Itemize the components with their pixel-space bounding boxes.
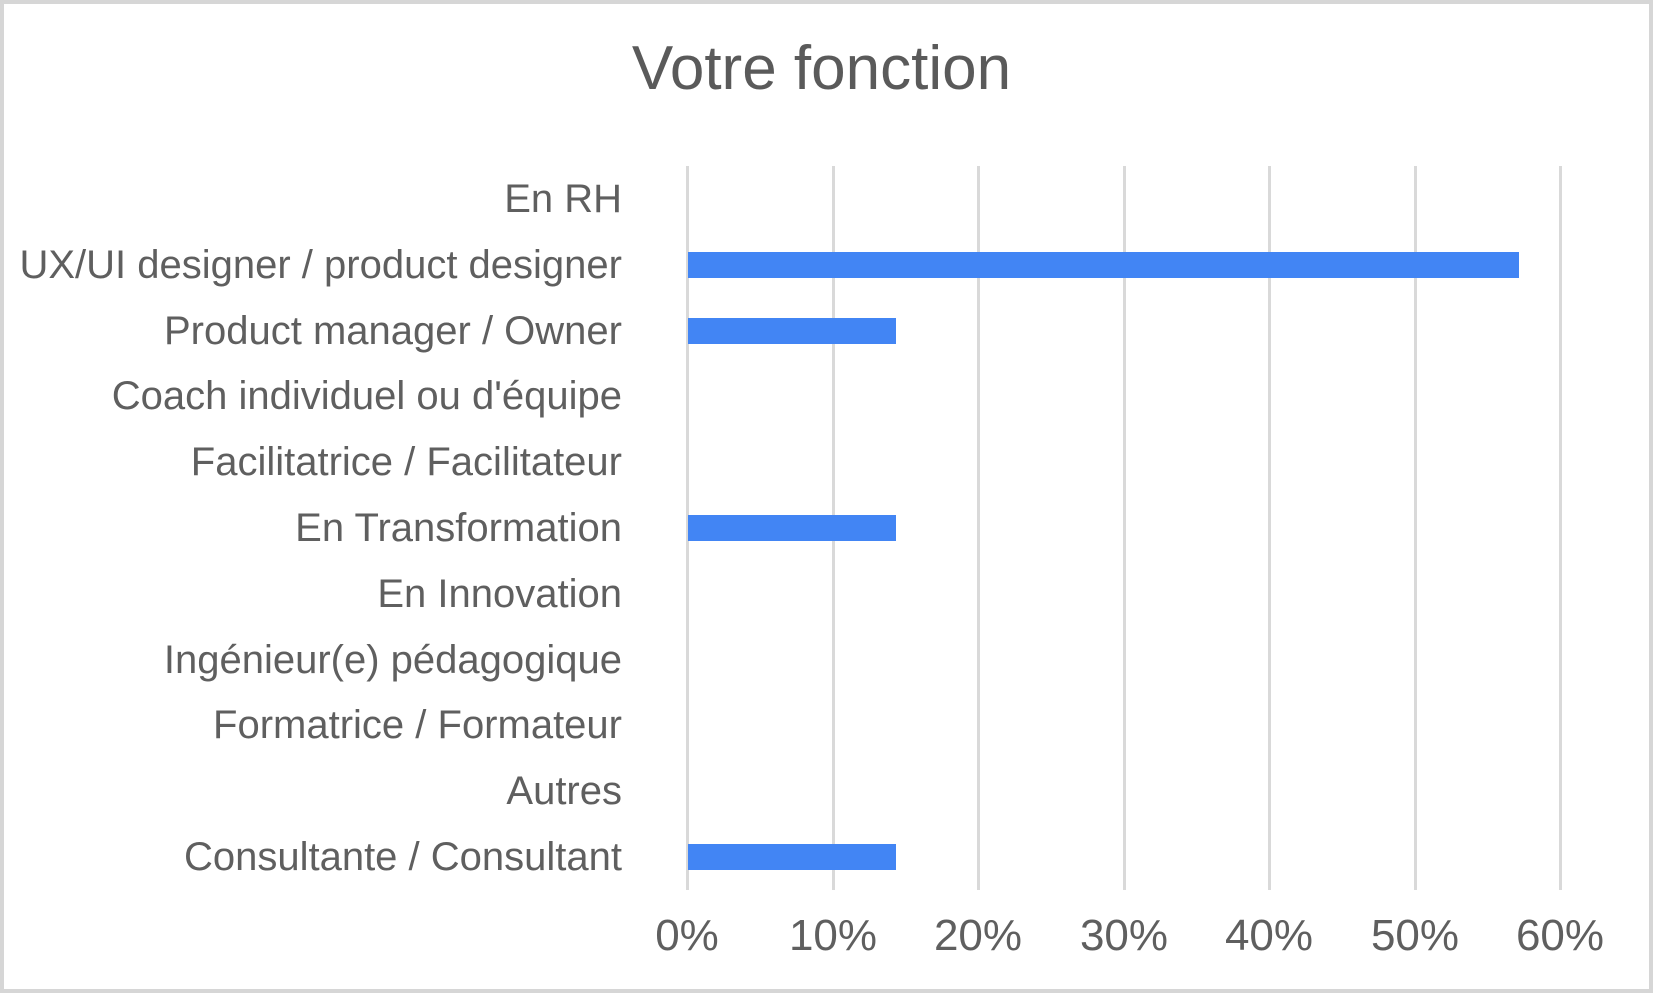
gridline-0pct bbox=[686, 166, 689, 890]
category-label-10: Consultante / Consultant bbox=[183, 835, 622, 879]
category-label-4: Facilitatrice / Facilitateur bbox=[190, 440, 622, 484]
x-tick-label-50: 50% bbox=[1370, 911, 1460, 960]
category-label-3: Coach individuel ou d'équipe bbox=[111, 374, 622, 418]
category-label-8: Formatrice / Formateur bbox=[213, 703, 622, 747]
category-label-1: UX/UI designer / product designer bbox=[19, 243, 622, 287]
category-label-0: En RH bbox=[504, 177, 622, 221]
gridline-20pct bbox=[977, 166, 980, 890]
x-tick-label-40: 40% bbox=[1224, 911, 1314, 960]
gridline-60pct bbox=[1559, 166, 1562, 890]
bar-5 bbox=[688, 515, 896, 541]
x-tick-label-0: 0% bbox=[655, 911, 719, 960]
bar-10 bbox=[688, 844, 896, 870]
gridline-50pct bbox=[1413, 166, 1417, 890]
category-label-2: Product manager / Owner bbox=[164, 309, 622, 353]
category-label-9: Autres bbox=[506, 769, 622, 813]
x-tick-label-30: 30% bbox=[1079, 911, 1169, 960]
gridline-30pct bbox=[1122, 166, 1126, 890]
x-tick-label-60: 60% bbox=[1515, 911, 1605, 960]
plot-area bbox=[686, 166, 1650, 890]
category-label-5: En Transformation bbox=[295, 506, 622, 550]
chart-title: Votre fonction bbox=[631, 34, 1012, 103]
gridline-40pct bbox=[1268, 166, 1271, 890]
x-tick-label-20: 20% bbox=[933, 911, 1023, 960]
x-tick-label-10: 10% bbox=[788, 911, 878, 960]
category-label-6: En Innovation bbox=[377, 572, 622, 616]
bar-1 bbox=[688, 252, 1519, 278]
bar-2 bbox=[688, 318, 896, 344]
category-label-7: Ingénieur(e) pédagogique bbox=[163, 638, 622, 682]
